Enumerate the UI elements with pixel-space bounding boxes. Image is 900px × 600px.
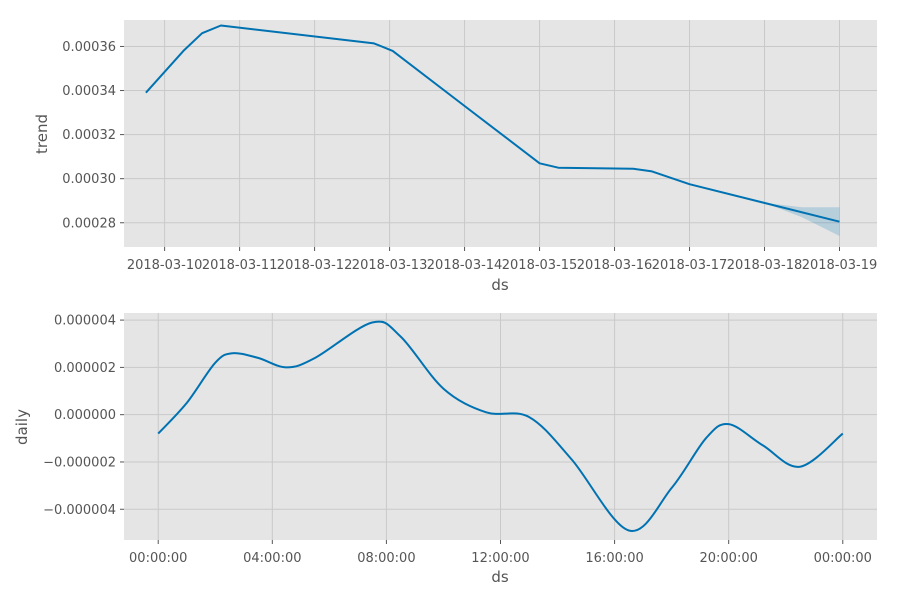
trend-y-tick-label: 0.00030 — [62, 172, 116, 187]
trend-x-tick-label: 2018-03-14 — [427, 258, 503, 273]
daily-y-tick-label: 0.000004 — [54, 314, 116, 329]
daily-y-ticks: −0.000004 −0.000002 0.000000 0.000002 0.0000… — [43, 314, 124, 518]
trend-grid — [124, 20, 877, 247]
trend-x-tick-label: 2018-03-13 — [352, 258, 428, 273]
daily-y-tick-label: 0.000002 — [54, 361, 116, 376]
daily-x-tick-label: 00:00:00 — [129, 551, 187, 566]
trend-y-tick-label: 0.00036 — [62, 40, 116, 55]
trend-x-tick-label: 2018-03-10 — [127, 258, 203, 273]
trend-x-tick-label: 2018-03-12 — [277, 258, 353, 273]
daily-x-tick-label: 20:00:00 — [699, 551, 757, 566]
trend-x-tick-label: 2018-03-19 — [802, 258, 878, 273]
daily-x-tick-label: 08:00:00 — [357, 551, 415, 566]
trend-x-tick-label: 2018-03-16 — [577, 258, 653, 273]
trend-y-tick-label: 0.00034 — [62, 84, 116, 99]
trend-y-ticks: 0.00028 0.00030 0.00032 0.00034 0.00036 — [62, 40, 124, 231]
daily-x-axis-label: ds — [491, 568, 509, 586]
daily-x-tick-label: 12:00:00 — [471, 551, 529, 566]
daily-y-tick-label: 0.000000 — [54, 408, 116, 423]
trend-x-tick-label: 2018-03-15 — [502, 258, 578, 273]
daily-panel: 00:00:00 04:00:00 08:00:00 12:00:00 16:00:00… — [13, 313, 877, 586]
trend-x-tick-label: 2018-03-17 — [652, 258, 728, 273]
trend-x-tick-label: 2018-03-18 — [727, 258, 803, 273]
trend-line — [145, 24, 840, 223]
daily-y-tick-label: −0.000004 — [43, 503, 116, 518]
daily-x-tick-label: 04:00:00 — [243, 551, 301, 566]
trend-x-axis-label: ds — [491, 276, 509, 294]
daily-line — [157, 320, 844, 532]
daily-y-axis-label: daily — [13, 409, 31, 445]
trend-y-axis-label: trend — [33, 114, 51, 154]
trend-x-tick-label: 2018-03-11 — [202, 258, 278, 273]
trend-panel: 2018-03-10 2018-03-11 2018-03-12 2018-03-13… — [33, 20, 877, 294]
trend-x-ticks: 2018-03-10 2018-03-11 2018-03-12 2018-03-13… — [127, 247, 877, 273]
trend-y-tick-label: 0.00028 — [62, 216, 116, 231]
daily-x-ticks: 00:00:00 04:00:00 08:00:00 12:00:00 16:00:00… — [129, 540, 872, 566]
trend-uncertainty-band — [764, 202, 840, 236]
trend-y-tick-label: 0.00032 — [62, 128, 116, 143]
daily-x-tick-label: 00:00:00 — [814, 551, 872, 566]
daily-x-tick-label: 16:00:00 — [585, 551, 643, 566]
daily-y-tick-label: −0.000002 — [43, 455, 116, 470]
